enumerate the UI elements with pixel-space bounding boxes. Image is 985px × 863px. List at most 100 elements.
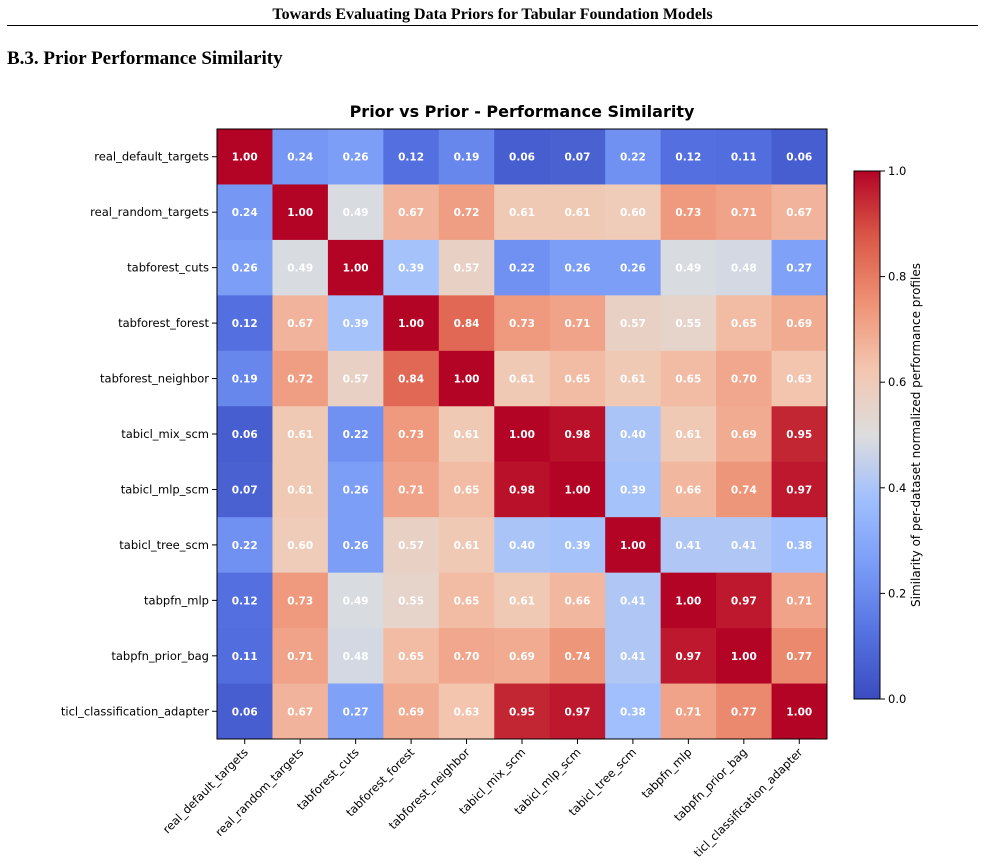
cell-value-label: 0.61 — [564, 207, 590, 219]
y-tick-label: tabpfn_mlp — [144, 593, 209, 607]
cell-value-label: 0.71 — [398, 484, 424, 496]
colorbar-tick-label: 0.4 — [888, 481, 906, 495]
heatmap-cell — [494, 683, 551, 740]
heatmap-cell — [217, 517, 273, 574]
cell-value-label: 0.71 — [786, 595, 812, 607]
heatmap-cell — [605, 628, 662, 685]
heatmap-cell — [438, 184, 495, 241]
cell-value-label: 0.61 — [509, 595, 535, 607]
cell-value-label: 0.84 — [454, 318, 480, 330]
y-tick-label: tabicl_mlp_scm — [121, 482, 209, 496]
cell-value-label: 0.06 — [786, 152, 812, 164]
cell-value-label: 1.00 — [564, 484, 590, 496]
cell-value-label: 0.61 — [454, 429, 480, 441]
heatmap-cell — [660, 628, 717, 685]
heatmap-cell — [494, 406, 551, 463]
cell-value-label: 0.66 — [675, 484, 701, 496]
cell-value-label: 0.26 — [343, 540, 369, 552]
cell-value-label: 0.48 — [731, 263, 757, 275]
heatmap-cell — [272, 239, 329, 296]
heatmap-cell — [660, 239, 717, 296]
heatmap-cell — [605, 295, 662, 352]
cell-value-label: 0.61 — [287, 429, 313, 441]
cell-value-label: 0.49 — [675, 263, 701, 275]
cell-value-label: 0.40 — [509, 540, 535, 552]
heatmap-cell — [383, 129, 440, 185]
y-tick-label: ticl_classification_adapter — [61, 704, 209, 718]
cell-value-label: 0.27 — [343, 706, 369, 718]
cell-value-label: 0.72 — [454, 207, 480, 219]
cell-value-label: 0.71 — [675, 706, 701, 718]
cell-value-label: 0.67 — [398, 207, 424, 219]
colorbar: 0.0 0.2 0.4 0.6 0.8 1.0 Similarity of per-data… — [853, 164, 923, 706]
heatmap-cell — [660, 572, 717, 629]
cell-value-label: 0.57 — [620, 318, 646, 330]
cell-value-label: 1.00 — [232, 152, 258, 164]
cell-value-label: 0.07 — [232, 484, 258, 496]
cell-value-label: 0.60 — [287, 540, 313, 552]
cell-value-label: 0.22 — [620, 152, 646, 164]
heatmap-cell — [327, 406, 384, 463]
cell-value-label: 0.69 — [509, 651, 535, 663]
x-tick-label: tabpfn_mlp — [639, 745, 695, 801]
y-tick-label: tabicl_tree_scm — [119, 538, 209, 552]
heatmap-cell — [549, 461, 606, 518]
cell-value-label: 0.73 — [398, 429, 424, 441]
heatmap-cell — [438, 461, 495, 518]
heatmap-cell — [217, 683, 273, 740]
heatmap-cell — [438, 572, 495, 629]
cell-value-label: 0.41 — [675, 540, 701, 552]
cell-value-label: 1.00 — [343, 263, 369, 275]
header-rule — [7, 25, 978, 26]
y-tick-label: tabforest_forest — [118, 316, 209, 330]
cell-value-label: 0.97 — [675, 651, 701, 663]
heatmap-cell — [438, 628, 495, 685]
cell-value-label: 0.24 — [287, 152, 313, 164]
y-tick-label: tabforest_cuts — [127, 261, 209, 275]
colorbar-tick-label: 1.0 — [888, 164, 906, 178]
cell-value-label: 0.70 — [731, 374, 757, 386]
heatmap-cell — [438, 350, 495, 407]
y-tick-label: real_random_targets — [90, 205, 209, 219]
cell-value-label: 0.41 — [620, 651, 646, 663]
heatmap-cell — [383, 572, 440, 629]
cell-value-label: 0.39 — [398, 263, 424, 275]
cell-value-label: 0.97 — [564, 706, 590, 718]
cell-value-label: 1.00 — [675, 595, 701, 607]
cell-value-label: 0.40 — [620, 429, 646, 441]
cell-value-label: 0.07 — [564, 152, 590, 164]
cell-value-label: 0.61 — [620, 374, 646, 386]
cell-value-label: 0.12 — [232, 318, 258, 330]
cell-value-label: 0.67 — [786, 207, 812, 219]
heatmap-cell — [660, 406, 717, 463]
cell-value-label: 0.67 — [287, 318, 313, 330]
cell-value-label: 0.65 — [454, 484, 480, 496]
heatmap-cell — [272, 295, 329, 352]
heatmap-cell — [383, 517, 440, 574]
cell-value-label: 0.22 — [343, 429, 369, 441]
cell-value-label: 0.49 — [343, 595, 369, 607]
cell-value-label: 0.72 — [287, 374, 313, 386]
cell-value-label: 0.19 — [232, 374, 258, 386]
y-tick-label: tabicl_mix_scm — [121, 427, 209, 441]
cell-value-label: 1.00 — [620, 540, 646, 552]
heatmap-cell — [605, 683, 662, 740]
heatmap-cell — [605, 350, 662, 407]
heatmap-cell — [494, 461, 551, 518]
cell-value-label: 0.06 — [232, 429, 258, 441]
heatmap-cell — [438, 683, 495, 740]
heatmap-cell — [549, 350, 606, 407]
heatmap-cell — [549, 683, 606, 740]
cell-value-label: 0.97 — [786, 484, 812, 496]
heatmap-cell — [771, 239, 828, 296]
heatmap-cell — [494, 350, 551, 407]
heatmap-cell — [272, 406, 329, 463]
heatmap-cells: 1.00 0.24 0.26 0.12 0.19 0.06 0.07 0.22 0.12 0.11… — [216, 128, 828, 740]
cell-value-label: 0.26 — [232, 263, 258, 275]
cell-value-label: 0.06 — [232, 706, 258, 718]
cell-value-label: 0.12 — [675, 152, 701, 164]
cell-value-label: 0.38 — [786, 540, 812, 552]
cell-value-label: 0.97 — [731, 595, 757, 607]
heatmap-cell — [549, 184, 606, 241]
